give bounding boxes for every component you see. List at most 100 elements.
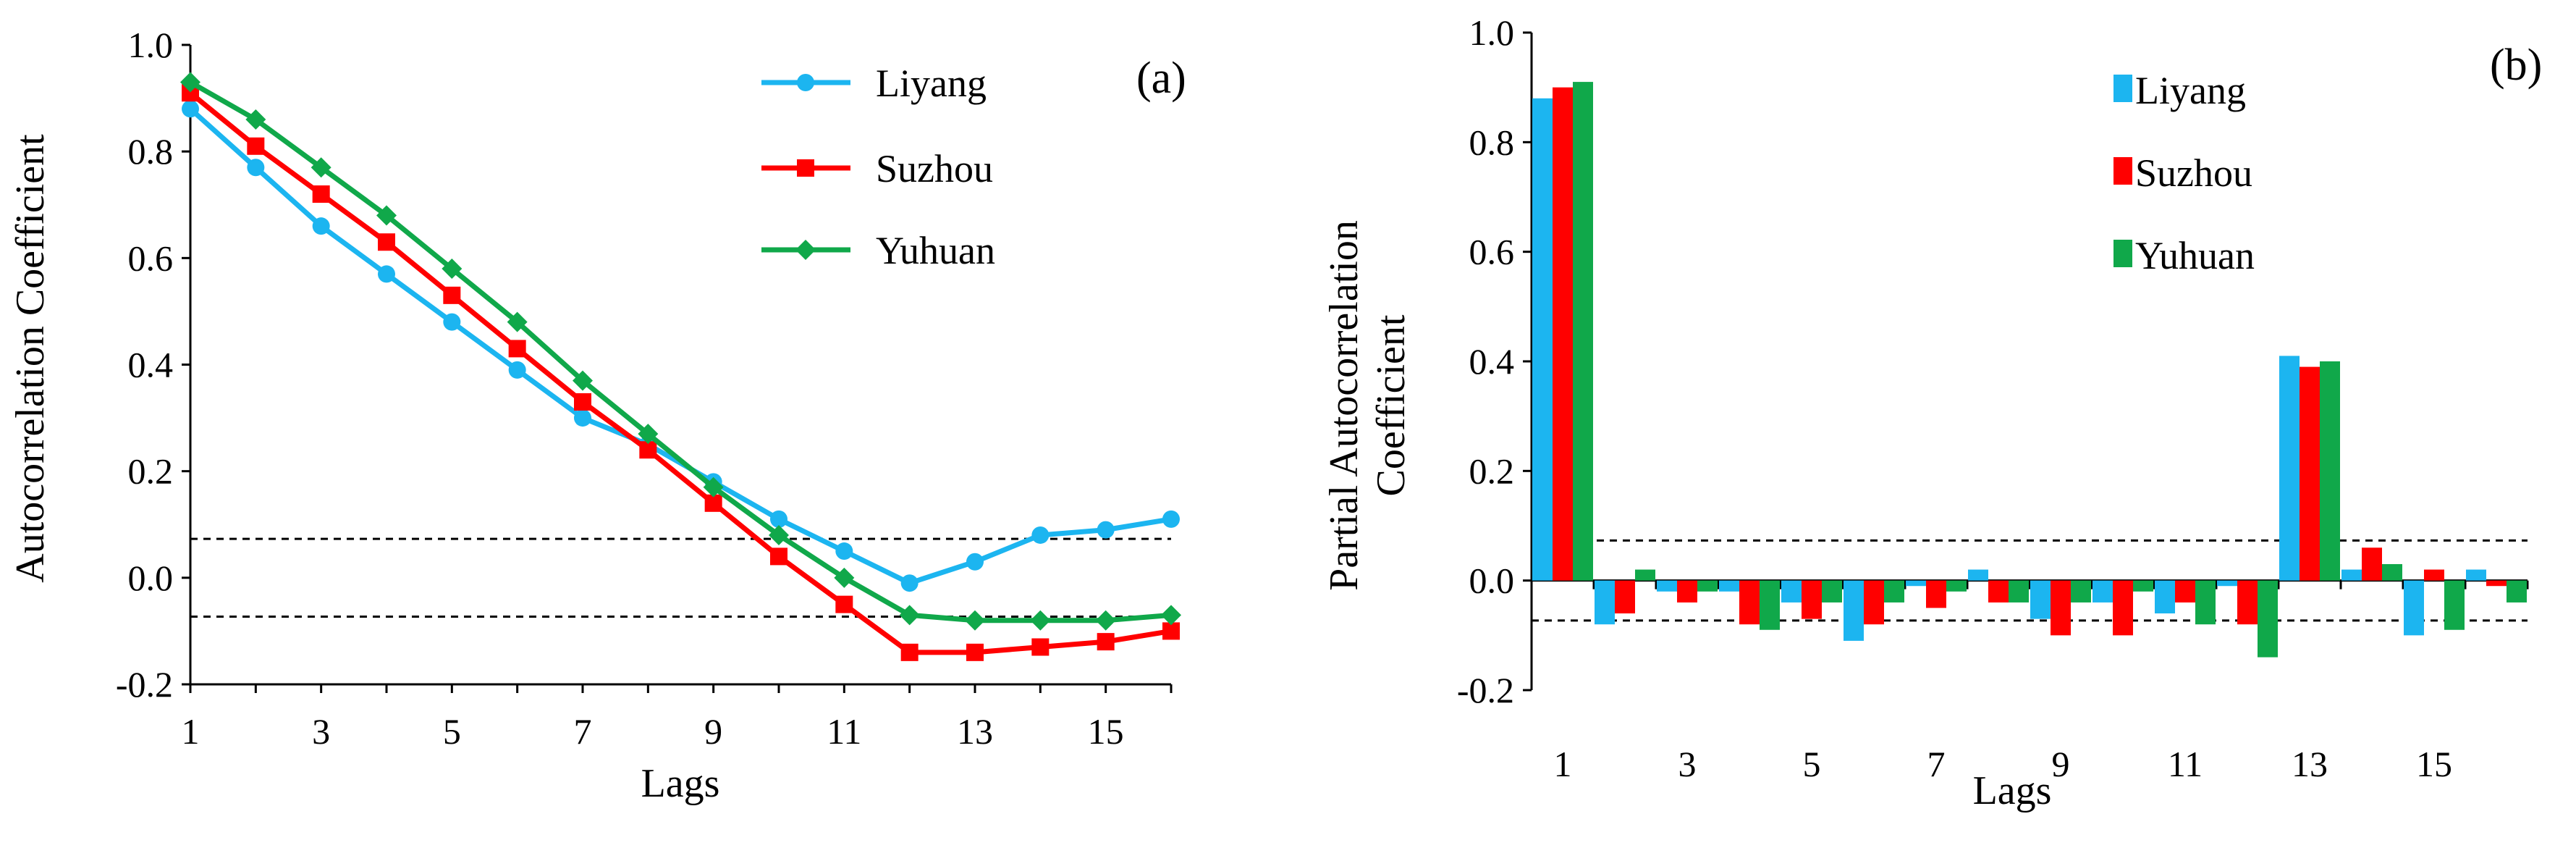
panel-a-line-chart: -0.20.00.20.40.60.81.0 1 3 5 7 9 11 13 15 Autoc… <box>8 25 1186 806</box>
data-point <box>247 159 265 177</box>
data-point <box>835 595 853 613</box>
bar-yuhuan-lag-15 <box>2444 580 2465 630</box>
data-point <box>900 574 919 592</box>
data-point <box>180 72 200 93</box>
data-point <box>966 553 984 571</box>
bar-suzhou-lag-7 <box>1926 580 1946 608</box>
panel-b-tag: (b) <box>2490 41 2542 90</box>
bar-suzhou-lag-14 <box>2362 547 2382 581</box>
bar-yuhuan-lag-10 <box>2133 580 2153 592</box>
bar-suzhou-lag-12 <box>2237 580 2258 625</box>
data-point <box>573 370 593 391</box>
bar-liyang-lag-4 <box>1719 580 1739 592</box>
y-tick-label: -0.2 <box>1457 670 1514 710</box>
panel-a-x-tick-labels: 1 3 5 7 9 11 13 15 <box>182 684 1173 752</box>
legend-label-yuhuan: Yuhuan <box>876 229 995 272</box>
panel-a-tag: (a) <box>1136 54 1186 103</box>
data-point <box>574 393 591 411</box>
bar-suzhou-lag-8 <box>1988 580 2009 603</box>
x-tick-label: 15 <box>2416 744 2452 784</box>
panel-a-xlabel: Lags <box>641 761 720 806</box>
y-tick-label: 0.4 <box>128 345 174 385</box>
y-tick-label: 1.0 <box>1469 12 1515 53</box>
panel-b-confidence-bounds <box>1532 539 2528 622</box>
data-point <box>247 137 265 155</box>
panel-a-y-tick-labels: -0.2 0.0 0.2 0.4 0.6 0.8 1.0 <box>116 25 190 705</box>
bar-suzhou-lag-13 <box>2300 366 2320 581</box>
bar-suzhou-lag-10 <box>2113 580 2133 636</box>
data-point <box>900 643 919 661</box>
x-tick-label: 7 <box>574 711 592 752</box>
panel-a-ylabel: Autocorrelation Coefficient <box>8 134 53 583</box>
data-point <box>770 547 787 566</box>
legend-marker-diamond-icon <box>795 240 816 260</box>
data-point <box>769 524 789 545</box>
panel-a-legend: Liyang Suzhou Yuhuan <box>761 62 995 272</box>
legend-marker-square-icon <box>797 159 814 177</box>
data-point <box>704 494 722 512</box>
bar-liyang-lag-16 <box>2466 569 2486 581</box>
bar-liyang-lag-3 <box>1657 580 1677 592</box>
bar-liyang-lag-2 <box>1595 580 1615 625</box>
series-yuhuan <box>180 72 1181 631</box>
data-point <box>508 361 526 379</box>
data-point <box>1162 622 1180 640</box>
x-tick-label: 15 <box>1088 711 1124 752</box>
legend-label-yuhuan: Yuhuan <box>2135 234 2255 277</box>
y-tick-label: 0.2 <box>128 451 174 492</box>
y-tick-label: 0.0 <box>128 558 174 598</box>
y-tick-label: 1.0 <box>128 25 174 65</box>
bar-yuhuan-lag-5 <box>1822 580 1842 603</box>
legend-label-suzhou: Suzhou <box>2135 151 2252 195</box>
x-tick-label: 7 <box>1927 744 1946 784</box>
panel-b-xlabel: Lags <box>1973 768 2052 813</box>
data-point <box>899 605 920 626</box>
bar-suzhou-lag-15 <box>2424 569 2444 581</box>
series-line-suzhou <box>188 91 1172 655</box>
data-point <box>966 643 984 661</box>
data-point <box>1097 633 1115 651</box>
panel-a-series <box>180 72 1181 661</box>
bar-suzhou-lag-4 <box>1739 580 1760 625</box>
data-point <box>442 259 463 280</box>
legend-item-yuhuan: Yuhuan <box>2113 234 2255 277</box>
x-tick-label: 1 <box>1554 744 1572 784</box>
bar-liyang-lag-11 <box>2155 580 2175 614</box>
bar-yuhuan-lag-16 <box>2507 580 2527 603</box>
x-tick-label: 9 <box>2052 744 2070 784</box>
data-point <box>245 109 266 130</box>
y-tick-label: 0.4 <box>1469 341 1515 382</box>
panel-b-ylabel-line-1: Partial Autocorrelation <box>1322 220 1367 591</box>
data-point <box>312 217 330 235</box>
data-point <box>1030 610 1051 631</box>
x-tick-label: 9 <box>704 711 722 752</box>
legend-item-liyang: Liyang <box>2113 69 2246 112</box>
bar-suzhou-lag-11 <box>2175 580 2195 603</box>
legend-swatch-suzhou-icon <box>2113 157 2132 185</box>
panel-a-confidence-bounds <box>190 537 1171 618</box>
panel-a-axes <box>189 45 1171 686</box>
bar-suzhou-lag-6 <box>1864 580 1884 625</box>
legend-marker-circle-icon <box>797 74 814 91</box>
x-tick-label: 5 <box>443 711 461 752</box>
bar-yuhuan-lag-14 <box>2382 563 2402 581</box>
data-point <box>574 409 591 427</box>
data-point <box>508 340 526 358</box>
bar-liyang-lag-8 <box>1968 569 1988 581</box>
legend-item-suzhou: Suzhou <box>2113 151 2252 195</box>
legend-item-yuhuan: Yuhuan <box>761 229 995 272</box>
bar-yuhuan-lag-11 <box>2195 580 2216 625</box>
y-tick-label: 0.0 <box>1469 561 1515 601</box>
x-tick-label: 3 <box>1678 744 1697 784</box>
bar-yuhuan-lag-1 <box>1573 82 1593 581</box>
bar-yuhuan-lag-12 <box>2258 580 2278 658</box>
bar-yuhuan-lag-6 <box>1884 580 1904 603</box>
data-point <box>311 157 331 178</box>
data-point <box>1095 610 1116 631</box>
bar-yuhuan-lag-9 <box>2071 580 2091 603</box>
data-point <box>1031 526 1050 544</box>
y-tick-label: 0.6 <box>1469 232 1515 272</box>
panel-b-bar-chart: -0.20.00.20.40.60.81.0 1 3 5 7 9 11 13 15 Parti… <box>1322 12 2542 813</box>
panel-b-bars <box>1532 82 2527 658</box>
